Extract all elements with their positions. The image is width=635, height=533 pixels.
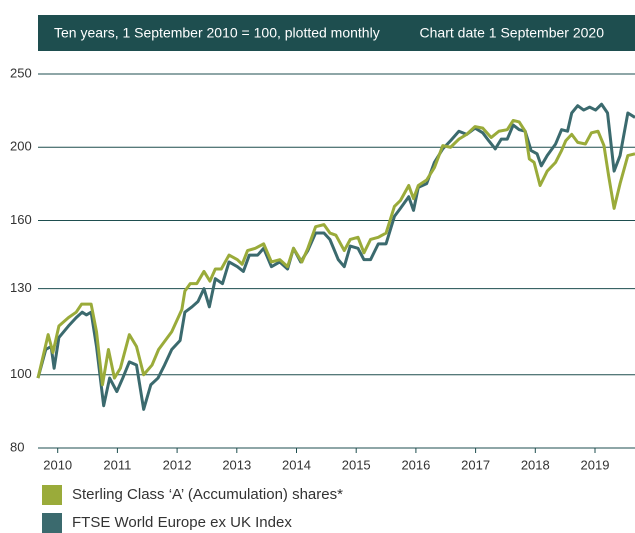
y-tick-label: 100: [10, 366, 32, 381]
y-tick-label: 130: [10, 280, 32, 295]
x-tick-label: 2014: [282, 457, 311, 472]
y-tick-label: 160: [10, 212, 32, 227]
y-tick-label: 80: [10, 439, 24, 454]
chart-title: Ten years, 1 September 2010 = 100, plott…: [54, 25, 380, 41]
x-tick-label: 2016: [401, 457, 430, 472]
header-bar: [38, 15, 635, 51]
x-tick-label: 2019: [581, 457, 610, 472]
x-tick-label: 2017: [461, 457, 490, 472]
x-tick-label: 2010: [43, 457, 72, 472]
legend-label: FTSE World Europe ex UK Index: [72, 514, 292, 531]
legend-swatch: [42, 513, 62, 533]
chart-subtitle: Chart date 1 September 2020: [420, 25, 605, 41]
y-tick-label: 250: [10, 65, 32, 80]
x-tick-label: 2013: [222, 457, 251, 472]
x-tick-label: 2011: [103, 457, 131, 472]
x-tick-label: 2015: [342, 457, 371, 472]
legend-swatch: [42, 485, 62, 505]
x-tick-label: 2018: [521, 457, 550, 472]
x-tick-label: 2012: [163, 457, 192, 472]
series-line: [36, 118, 635, 387]
y-tick-label: 200: [10, 139, 32, 154]
legend-label: Sterling Class ‘A’ (Accumulation) shares…: [72, 486, 343, 503]
series-line: [36, 102, 635, 411]
